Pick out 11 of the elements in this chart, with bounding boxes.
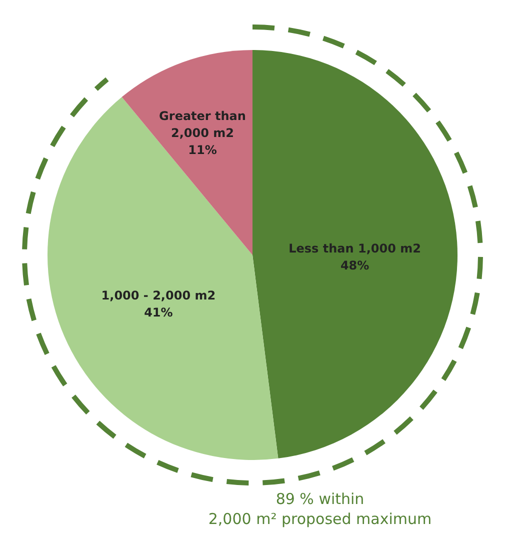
slice-label: Greater than 2,000 m2 bbox=[159, 109, 246, 140]
text: 2,000 m² proposed maximum bbox=[208, 510, 432, 528]
data-label: 41% bbox=[144, 306, 173, 320]
slice-label: 1,000 - 2,000 m2 bbox=[101, 288, 216, 303]
text: 89 % within bbox=[276, 490, 364, 508]
data-label: 11% bbox=[188, 143, 217, 158]
pie-slice bbox=[48, 97, 278, 460]
data-label: 48% bbox=[340, 258, 370, 273]
slice-label: Less than 1,000 m2 bbox=[288, 242, 421, 256]
pie-slice bbox=[122, 50, 252, 255]
pie-slice bbox=[252, 50, 458, 458]
